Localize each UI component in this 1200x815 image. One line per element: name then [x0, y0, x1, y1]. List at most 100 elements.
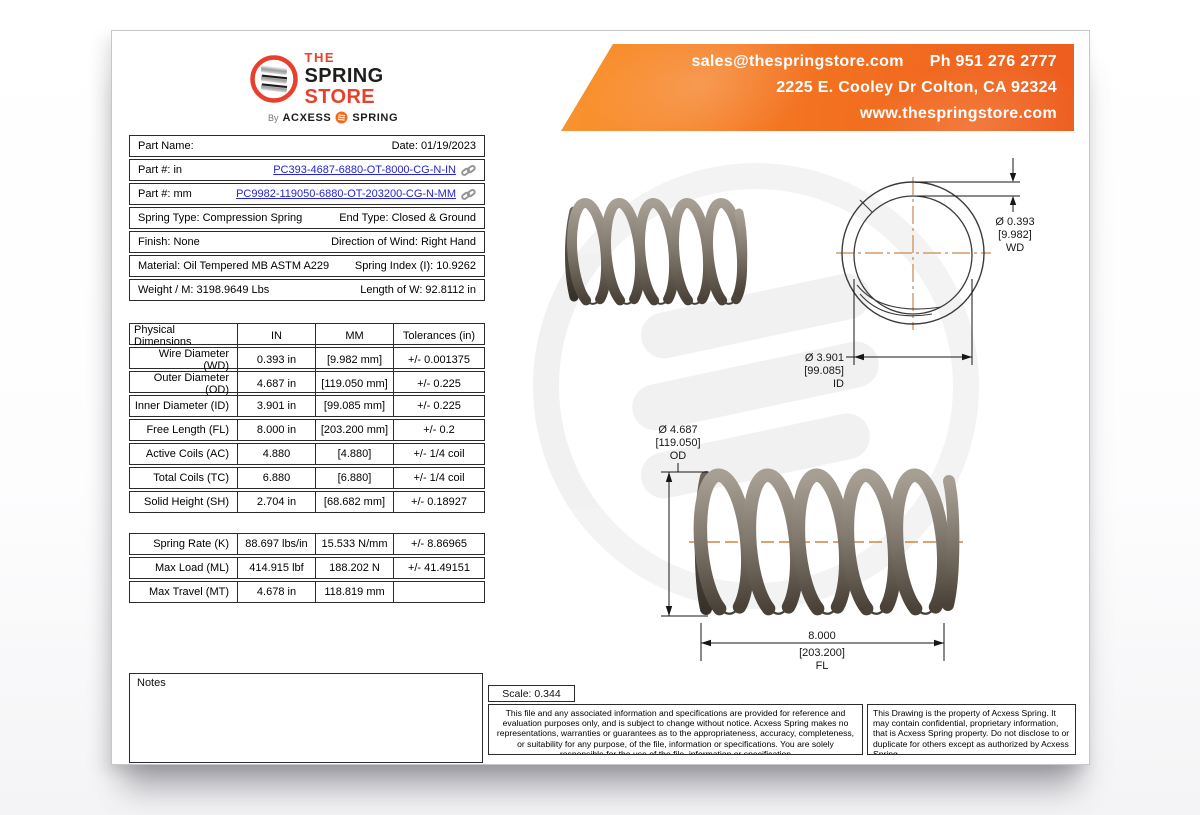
dim-in: 8.000 in — [238, 420, 316, 440]
table-row: Max Travel (MT) 4.678 in 118.819 mm — [129, 581, 485, 603]
address-text: 2225 E. Cooley Dr Colton, CA 92324 — [776, 79, 1057, 96]
force-label: Max Load (ML) — [130, 558, 238, 578]
fl-label: FL — [816, 660, 829, 672]
spring-type: Spring Type: Compression Spring — [138, 212, 303, 224]
banner-address: 2225 E. Cooley Dr Colton, CA 92324 — [776, 76, 1057, 99]
wd-value-mm: [9.982] — [998, 229, 1032, 241]
table-row: Part #: mm PC9982-119050-6880-OT-203200-… — [129, 183, 485, 205]
logo-text-store: STORE — [304, 86, 376, 108]
length-of-wire: Length of W: 92.8112 in — [360, 284, 476, 296]
spring-render-large — [689, 468, 963, 616]
dim-in: 4.880 — [238, 444, 316, 464]
disclaimer-reference: This file and any associated information… — [488, 704, 863, 755]
col-header: MM — [316, 324, 394, 348]
byline-acxess: ACXESS — [282, 111, 332, 124]
force-mm: 188.202 N — [316, 558, 394, 578]
force-mm: 118.819 mm — [316, 582, 394, 602]
dim-tol: +/- 0.2 — [423, 424, 455, 436]
table-row: Finish: None Direction of Wind: Right Ha… — [129, 231, 485, 253]
dim-mm: [6.880] — [316, 468, 394, 488]
table-row: Part Name: Date: 01/19/2023 — [129, 135, 485, 157]
wd-label: WD — [1006, 242, 1024, 254]
force-in: 88.697 lbs/in — [238, 534, 316, 554]
dim-tol: +/- 1/4 coil — [413, 472, 465, 484]
spring-render-small — [565, 198, 748, 306]
table-row: Total Coils (TC) 6.880 [6.880] +/- 1/4 c… — [129, 467, 485, 489]
banner-line-1: sales@thespringstore.com Ph 951 276 2777 — [692, 50, 1057, 73]
dimension-inner-diameter — [846, 279, 973, 365]
spring-index: Spring Index (I): 10.9262 — [354, 260, 476, 272]
material: Material: Oil Tempered MB ASTM A229 — [138, 260, 330, 272]
direction-of-wind: Direction of Wind: Right Hand — [331, 236, 476, 248]
table-header-row: Physical Dimensions IN MM Tolerances (in… — [129, 323, 485, 348]
col-header: Tolerances (in) — [402, 330, 476, 342]
force-in: 4.678 in — [238, 582, 316, 602]
part-number-in-label: Part #: in — [138, 164, 183, 176]
spring-store-logo-icon — [249, 55, 298, 103]
logo-text-the: THE — [304, 50, 336, 65]
banner-website[interactable]: www.thespringstore.com — [860, 102, 1057, 125]
table-row: Material: Oil Tempered MB ASTM A229 Spri… — [129, 255, 485, 277]
drawing-sheet: Ø 0.393 [9.982] WD Ø 3.901 [99.085] ID — [111, 30, 1090, 765]
byline-by: By — [268, 112, 279, 123]
id-label: ID — [833, 378, 844, 390]
table-row: Inner Diameter (ID) 3.901 in [99.085 mm]… — [129, 395, 485, 417]
weight: Weight / M: 3198.9649 Lbs — [138, 284, 270, 296]
finish: Finish: None — [138, 236, 200, 248]
dim-tol: +/- 0.225 — [417, 378, 461, 390]
logo-text-spring: SPRING — [304, 65, 384, 87]
dim-tol: +/- 1/4 coil — [413, 448, 465, 460]
link-icon[interactable] — [461, 163, 476, 178]
part-number-mm-link[interactable]: PC9982-119050-6880-OT-203200-CG-N-MM — [236, 188, 456, 200]
col-header: IN — [238, 324, 316, 348]
dim-label: Inner Diameter (ID) — [130, 396, 238, 416]
part-number-in-link[interactable]: PC393-4687-6880-OT-8000-CG-N-IN — [273, 164, 456, 176]
table-row: Wire Diameter (WD) 0.393 in [9.982 mm] +… — [129, 347, 485, 372]
dim-mm: [99.085 mm] — [316, 396, 394, 416]
od-value: Ø 4.687 — [658, 424, 697, 436]
force-in: 414.915 lbf — [238, 558, 316, 578]
force-tol — [394, 582, 484, 602]
table-row: Spring Type: Compression Spring End Type… — [129, 207, 485, 229]
table-row: Max Load (ML) 414.915 lbf 188.202 N +/- … — [129, 557, 485, 579]
dim-in: 2.704 in — [238, 492, 316, 512]
spring-end-view — [836, 177, 991, 330]
force-label: Max Travel (MT) — [130, 582, 238, 602]
fl-value-mm: [203.200] — [799, 647, 845, 659]
force-label: Spring Rate (K) — [130, 534, 238, 554]
wd-value: Ø 0.393 — [995, 216, 1034, 228]
od-value-mm: [119.050] — [655, 437, 700, 449]
dimension-outer-diameter — [661, 463, 708, 617]
dim-tol: +/- 0.001375 — [407, 354, 471, 366]
disclaimer-property: This Drawing is the property of Acxess S… — [867, 704, 1076, 755]
dim-mm: [203.200 mm] — [316, 420, 394, 440]
table-row: Outer Diameter (OD) 4.687 in [119.050 mm… — [129, 371, 485, 396]
dimension-wire-diameter — [915, 158, 1020, 212]
table-row: Weight / M: 3198.9649 Lbs Length of W: 9… — [129, 279, 485, 301]
force-mm: 15.533 N/mm — [316, 534, 394, 554]
physical-dimensions-table: Physical Dimensions IN MM Tolerances (in… — [129, 323, 485, 513]
logo-byline: By ACXESS SPRING — [268, 111, 398, 124]
spring-store-logo: THE SPRING STORE By ACXESS SPRING — [234, 51, 398, 124]
link-icon[interactable] — [461, 187, 476, 202]
part-number-mm-label: Part #: mm — [138, 188, 192, 200]
acxess-spring-mini-icon — [335, 111, 348, 124]
col-header: Physical Dimensions — [130, 324, 238, 348]
watermark-spring-logo-icon — [533, 163, 979, 609]
dim-label: Solid Height (SH) — [130, 492, 238, 512]
date-value: Date: 01/19/2023 — [391, 140, 476, 152]
end-type: End Type: Closed & Ground — [339, 212, 476, 224]
dim-in: 0.393 in — [238, 348, 316, 372]
part-info-table: Part Name: Date: 01/19/2023 Part #: in P… — [129, 135, 485, 301]
sales-email[interactable]: sales@thespringstore.com — [691, 53, 904, 70]
website-url[interactable]: www.thespringstore.com — [859, 105, 1057, 122]
dimension-free-length — [700, 623, 945, 661]
dim-mm: [119.050 mm] — [316, 372, 394, 396]
table-row: Spring Rate (K) 88.697 lbs/in 15.533 N/m… — [129, 533, 485, 555]
dim-in: 3.901 in — [238, 396, 316, 416]
table-row: Active Coils (AC) 4.880 [4.880] +/- 1/4 … — [129, 443, 485, 465]
dim-tol: +/- 0.18927 — [411, 496, 467, 508]
od-label: OD — [670, 450, 687, 462]
contact-banner: sales@thespringstore.com Ph 951 276 2777… — [561, 44, 1074, 131]
table-row: Free Length (FL) 8.000 in [203.200 mm] +… — [129, 419, 485, 441]
